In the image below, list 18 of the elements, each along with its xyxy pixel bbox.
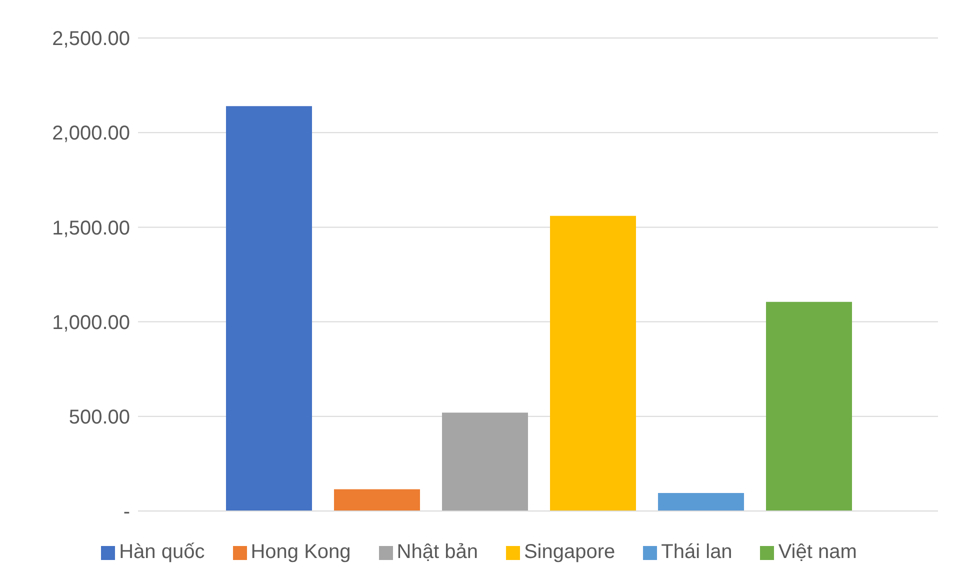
legend-label: Nhật bản [396, 541, 478, 563]
y-tick-label: 2,500.00 [52, 28, 130, 50]
y-tick-label: 1,000.00 [52, 312, 130, 334]
legend-label: Thái lan [661, 541, 732, 563]
y-tick-label: 2,000.00 [52, 122, 130, 145]
bar [442, 412, 528, 511]
bar [658, 493, 744, 511]
bar [334, 489, 420, 511]
legend-label: Việt nam [778, 541, 857, 563]
bar [766, 302, 852, 511]
bar [550, 216, 636, 511]
legend-label: Hàn quốc [119, 541, 205, 563]
bar [226, 106, 312, 511]
y-tick-label: 1,500.00 [52, 217, 130, 240]
y-tick-label: - [123, 501, 130, 524]
legend-label: Hong Kong [250, 541, 351, 563]
legend-label: Singapore [524, 541, 616, 563]
y-tick-label: 500.00 [68, 406, 130, 428]
